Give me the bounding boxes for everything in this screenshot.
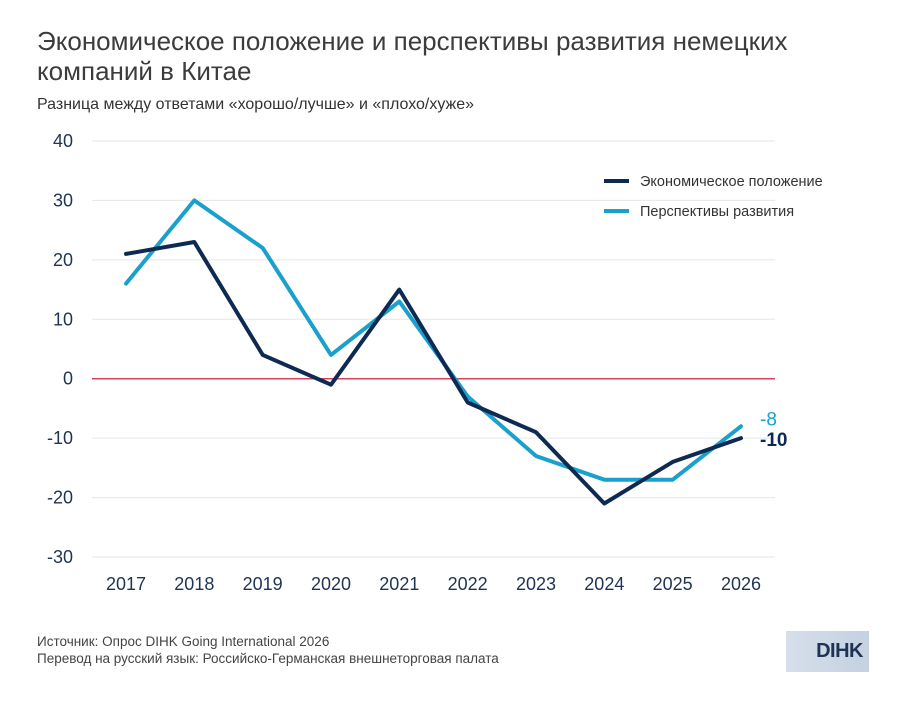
x-tick-label: 2024 (584, 574, 624, 594)
y-tick-label: 40 (53, 131, 73, 151)
dihk-logo: DIHK (786, 631, 869, 672)
x-axis: 2017 2018 2019 2020 2021 2022 2023 2024 2025 2026 (106, 574, 761, 594)
x-tick-label: 2022 (448, 574, 488, 594)
y-tick-label: 0 (63, 369, 73, 389)
y-tick-label: -20 (47, 488, 73, 508)
dihk-logo-text: DIHK (816, 640, 863, 662)
translation-line: Перевод на русский язык: Российско-Герма… (37, 651, 499, 666)
y-tick-label: 20 (53, 250, 73, 270)
y-tick-label: 10 (53, 309, 73, 329)
x-tick-label: 2023 (516, 574, 556, 594)
source-line: Источник: Опрос DIHK Going International… (37, 634, 330, 649)
legend-label-economic: Экономическое положение (640, 174, 823, 190)
x-tick-label: 2026 (721, 574, 761, 594)
y-tick-label: 30 (53, 190, 73, 210)
x-tick-label: 2025 (653, 574, 693, 594)
end-labels: -10-8 (760, 409, 787, 451)
legend-label-outlook: Перспективы развития (640, 204, 794, 220)
chart-title: Экономическое положение и перспективы ра… (37, 26, 788, 86)
end-label-outlook: -8 (760, 409, 777, 430)
y-axis: 40 30 20 10 0 -10 -20 -30 (47, 131, 73, 567)
legend: Экономическое положение Перспективы разви… (604, 174, 823, 220)
y-tick-label: -30 (47, 547, 73, 567)
series-lines (124, 198, 743, 506)
x-tick-label: 2018 (174, 574, 214, 594)
x-tick-label: 2021 (379, 574, 419, 594)
x-tick-label: 2017 (106, 574, 146, 594)
x-tick-label: 2020 (311, 574, 351, 594)
end-label-economic: -10 (760, 430, 787, 451)
series-line-economic (124, 240, 743, 506)
y-tick-label: -10 (47, 428, 73, 448)
chart-subtitle: Разница между ответами «хорошо/лучше» и … (37, 96, 475, 113)
source-note: Источник: Опрос DIHK Going International… (37, 633, 499, 667)
x-tick-label: 2019 (243, 574, 283, 594)
